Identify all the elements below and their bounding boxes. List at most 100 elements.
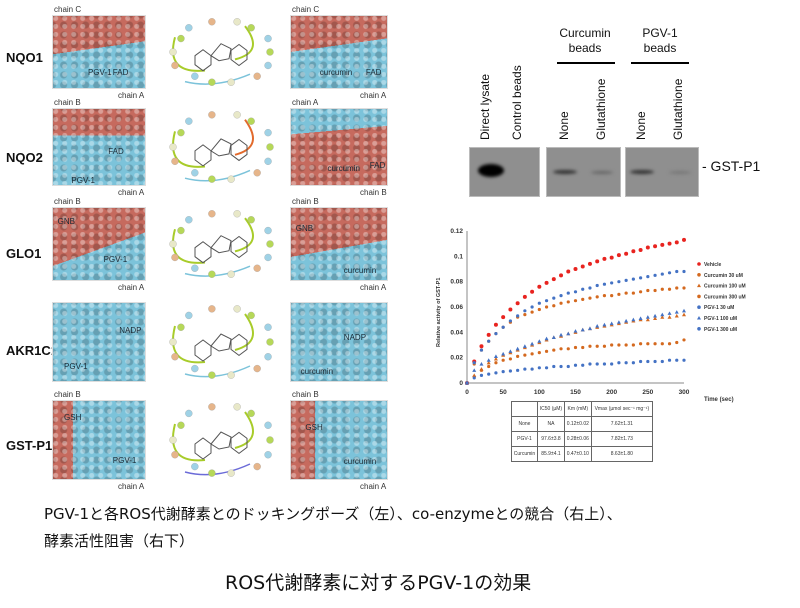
data-point xyxy=(573,345,578,350)
data-point xyxy=(610,362,614,366)
data-point xyxy=(493,322,498,327)
data-point xyxy=(675,358,679,362)
band xyxy=(591,171,613,174)
data-point xyxy=(501,315,506,320)
data-point xyxy=(674,313,679,318)
data-point xyxy=(479,348,484,352)
y-tick-label: 0.08 xyxy=(450,279,463,286)
residue-node xyxy=(266,338,274,346)
data-point xyxy=(530,367,534,371)
chain-label: chain B xyxy=(360,188,387,197)
data-point xyxy=(646,288,650,293)
data-point xyxy=(551,335,556,339)
residue-node xyxy=(185,117,193,125)
residue-node xyxy=(208,270,216,278)
residue-node xyxy=(169,48,177,56)
data-point xyxy=(580,327,585,332)
data-point xyxy=(494,361,498,365)
data-point xyxy=(501,351,506,356)
data-point xyxy=(537,366,541,370)
data-point xyxy=(674,310,679,314)
table-cell: 7.62±1.31 xyxy=(590,416,654,432)
data-point xyxy=(544,336,549,341)
band xyxy=(669,171,691,174)
data-point xyxy=(566,291,570,295)
data-point xyxy=(544,305,549,309)
x-tick-label: 300 xyxy=(679,389,690,396)
data-point xyxy=(544,366,549,370)
residue-node xyxy=(208,78,216,86)
data-point xyxy=(617,292,621,296)
surface-texture xyxy=(291,401,387,479)
data-point xyxy=(552,364,556,369)
data-point xyxy=(638,248,643,252)
residue-node xyxy=(247,311,255,320)
data-point xyxy=(631,249,636,254)
residue-node xyxy=(169,436,177,444)
data-point xyxy=(675,340,679,345)
table-cell: PGV-1 xyxy=(511,431,538,447)
residue-node xyxy=(233,403,241,411)
data-point xyxy=(515,346,520,351)
ligand-label: PGV-1 xyxy=(103,254,128,264)
table-cell: 85.9±4.1 xyxy=(536,446,565,462)
y-tick-label: 0.06 xyxy=(450,304,463,311)
data-point xyxy=(667,241,672,246)
chain-label: chain B xyxy=(292,197,319,206)
residue-node xyxy=(266,240,274,248)
residue-node xyxy=(264,323,272,331)
legend-marker xyxy=(697,273,701,277)
data-point xyxy=(602,344,607,348)
enzyme-label: GLO1 xyxy=(6,246,42,261)
data-point xyxy=(566,331,571,336)
legend-marker xyxy=(697,294,701,299)
residue-node xyxy=(253,169,261,177)
data-point xyxy=(609,255,614,260)
residue-node xyxy=(227,469,235,477)
table-cell: 0.12±0.02 xyxy=(563,416,592,432)
data-point xyxy=(515,301,520,306)
protein-surface-left: FAD PGV-1 xyxy=(52,108,146,186)
residue-node xyxy=(266,143,274,151)
data-point xyxy=(595,259,600,264)
data-point xyxy=(494,332,498,336)
surface-texture xyxy=(53,401,145,479)
data-point xyxy=(544,299,549,303)
ligand-label: NADP xyxy=(119,326,142,336)
data-point xyxy=(487,372,491,376)
residue-node xyxy=(247,216,255,224)
data-point xyxy=(617,361,621,365)
chain-label: chain C xyxy=(54,5,82,14)
interaction-diagram xyxy=(169,403,274,477)
data-point xyxy=(493,354,498,358)
data-point xyxy=(537,351,541,355)
interaction-diagram xyxy=(169,210,274,278)
data-point xyxy=(566,347,570,351)
lane-label: None xyxy=(634,111,648,140)
table-cell: 97.6±3.8 xyxy=(536,431,565,447)
slide-title: ROS代謝酵素に対するPGV-1の効果 xyxy=(225,572,532,594)
data-point xyxy=(616,253,621,258)
y-tick-label: 0.04 xyxy=(450,329,463,336)
data-point xyxy=(580,264,585,269)
data-point xyxy=(667,287,672,291)
data-point xyxy=(682,269,686,274)
data-point xyxy=(624,318,629,323)
data-point xyxy=(588,296,592,300)
residue-node xyxy=(171,157,179,165)
residue-node xyxy=(266,436,274,444)
legend-label: Curcumin 100 uM xyxy=(704,284,746,290)
data-point xyxy=(559,364,563,369)
ligand-label: PGV-1 xyxy=(71,175,95,185)
data-point xyxy=(581,297,585,301)
chain-label: chain A xyxy=(360,91,387,100)
residue-node xyxy=(191,364,199,373)
residue-node xyxy=(171,451,179,459)
data-point xyxy=(559,294,563,298)
lane-label: None xyxy=(557,111,571,140)
table-cell: 0.28±0.06 xyxy=(563,431,592,447)
data-point xyxy=(551,277,556,282)
data-point xyxy=(682,338,686,342)
data-point xyxy=(573,363,578,367)
pocket-contour xyxy=(234,313,254,351)
